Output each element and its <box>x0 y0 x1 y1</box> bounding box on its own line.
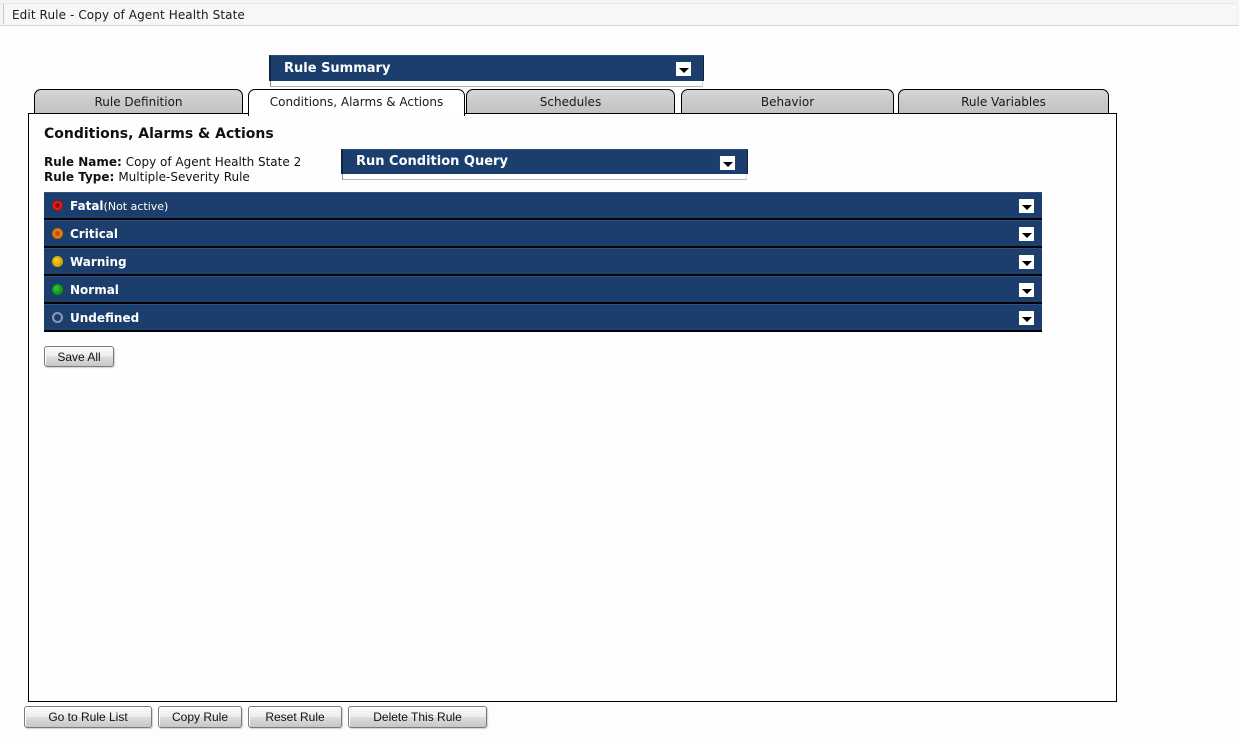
severity-row-fatal[interactable]: Fatal(Not active) <box>44 192 1042 220</box>
rule-name-label: Rule Name: <box>44 155 122 169</box>
reset-rule-button[interactable]: Reset Rule <box>248 706 342 728</box>
critical-status-icon <box>52 228 63 239</box>
severity-row-critical[interactable]: Critical <box>44 220 1042 248</box>
tab-label: Schedules <box>539 95 602 109</box>
tab-schedules[interactable]: Schedules <box>466 89 675 114</box>
window-title-bar-inner: Edit Rule - Copy of Agent Health State <box>3 3 1236 24</box>
rule-name-value: Copy of Agent Health State 2 <box>125 155 302 169</box>
tab-behavior[interactable]: Behavior <box>681 89 894 114</box>
rule-summary-header[interactable]: Rule Summary <box>269 55 704 81</box>
run-condition-query-label: Run Condition Query <box>356 154 508 169</box>
severity-state-note: (Not active) <box>103 200 169 213</box>
rule-type-label: Rule Type: <box>44 170 115 184</box>
rule-summary-label: Rule Summary <box>284 61 391 76</box>
severity-row-undefined[interactable]: Undefined <box>44 304 1042 332</box>
undefined-status-icon <box>52 312 63 323</box>
tab-label: Behavior <box>760 95 815 109</box>
window-title-bar: Edit Rule - Copy of Agent Health State <box>0 0 1239 26</box>
tab-conditions-alarms-actions[interactable]: Conditions, Alarms & Actions <box>248 89 465 116</box>
normal-status-icon <box>52 284 63 295</box>
severity-name: Critical <box>70 227 119 241</box>
severity-name: Warning <box>70 255 127 269</box>
tab-strip: Rule Definition Conditions, Alarms & Act… <box>0 89 1239 116</box>
severity-row-label: Undefined <box>70 311 139 325</box>
tab-label: Rule Definition <box>94 95 183 109</box>
severity-row-label: Fatal(Not active) <box>70 199 168 213</box>
chevron-down-icon[interactable] <box>1018 254 1035 270</box>
footer-button-bar: Go to Rule List Copy Rule Reset Rule Del… <box>0 706 1239 737</box>
severity-row-label: Critical <box>70 227 118 241</box>
chevron-down-icon[interactable] <box>1018 198 1035 214</box>
tab-rule-definition[interactable]: Rule Definition <box>34 89 243 114</box>
chevron-down-icon[interactable] <box>1018 310 1035 326</box>
tab-rule-variables[interactable]: Rule Variables <box>898 89 1109 114</box>
run-condition-query-header[interactable]: Run Condition Query <box>341 149 748 174</box>
go-to-rule-list-button[interactable]: Go to Rule List <box>24 706 152 728</box>
severity-name: Normal <box>70 283 119 297</box>
severity-row-normal[interactable]: Normal <box>44 276 1042 304</box>
chevron-down-icon[interactable] <box>1018 282 1035 298</box>
rule-summary-panel[interactable]: Rule Summary <box>269 55 704 87</box>
rule-type-row: Rule Type: Multiple-Severity Rule <box>44 170 250 184</box>
severity-name: Undefined <box>70 311 140 325</box>
page-title: Conditions, Alarms & Actions <box>44 126 274 142</box>
severity-section-list: Fatal(Not active) Critical Warning Norma… <box>44 192 1042 332</box>
window-title-text: Edit Rule - Copy of Agent Health State <box>12 8 245 22</box>
run-condition-query-panel[interactable]: Run Condition Query <box>341 149 748 180</box>
main-content-panel: Conditions, Alarms & Actions Rule Name: C… <box>28 113 1117 702</box>
fatal-status-icon <box>52 200 63 211</box>
delete-this-rule-button[interactable]: Delete This Rule <box>348 706 487 728</box>
chevron-down-icon[interactable] <box>675 61 692 77</box>
severity-row-label: Normal <box>70 283 119 297</box>
chevron-down-icon[interactable] <box>719 155 736 171</box>
rule-type-value: Multiple-Severity Rule <box>118 170 250 184</box>
copy-rule-button[interactable]: Copy Rule <box>158 706 242 728</box>
chevron-down-icon[interactable] <box>1018 226 1035 242</box>
severity-row-warning[interactable]: Warning <box>44 248 1042 276</box>
severity-row-label: Warning <box>70 255 127 269</box>
rule-summary-collapsed-body <box>270 81 703 87</box>
run-condition-query-collapsed-body <box>342 174 747 180</box>
rule-name-row: Rule Name: Copy of Agent Health State 2 <box>44 155 301 169</box>
tab-label: Rule Variables <box>961 95 1046 109</box>
tab-label: Conditions, Alarms & Actions <box>269 95 444 109</box>
severity-name: Fatal <box>70 199 104 213</box>
save-all-button[interactable]: Save All <box>44 346 114 367</box>
warning-status-icon <box>52 256 63 267</box>
